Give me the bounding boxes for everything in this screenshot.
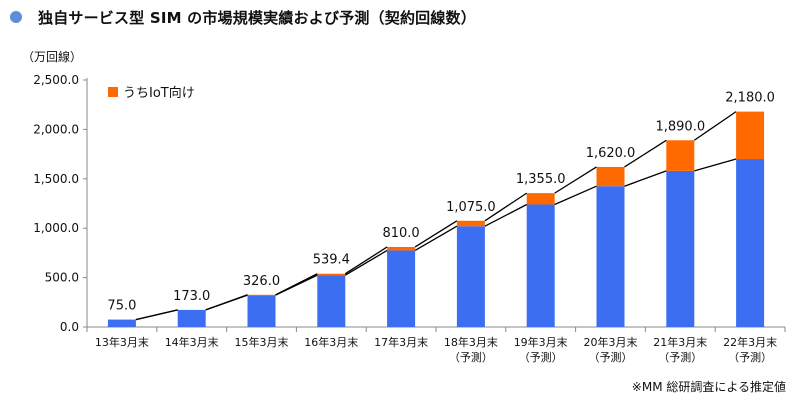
legend-label-iot: うちIoT向け [123,86,195,101]
x-tick-label: 19年3月末 [514,335,568,349]
x-tick-sublabel: （予測） [589,350,633,364]
bar-iot-segment [526,193,555,205]
bar-base-segment [107,319,136,327]
x-tick-label: 15年3月末 [235,335,289,349]
base-connector-line [554,185,597,206]
bar-iot-segment [666,140,695,171]
bar-base-segment [456,226,485,327]
y-axis-unit-label: （万回線） [22,50,83,64]
x-tick-sublabel: （予測） [658,350,702,364]
bar-base-segment [736,159,765,327]
total-connector-line [484,192,528,222]
total-value-label: 1,355.0 [516,172,566,187]
bar-iot-segment [736,111,765,160]
x-tick-label: 20年3月末 [584,335,638,349]
y-tick-label: 2,000.0 [33,122,79,136]
bar-base-segment [247,295,276,327]
bullet-dot-icon [10,11,22,23]
total-value-label: 810.0 [382,226,419,241]
chart-title: 独自サービス型 SIM の市場規模実績および予測（契約回線数） [38,8,476,27]
base-connector-line [484,203,527,227]
legend: うちIoT向け [108,82,195,101]
total-value-label: 173.0 [173,289,210,304]
bar-iot-segment [596,166,625,187]
total-value-label: 75.0 [107,299,136,314]
base-connector-line [275,274,318,296]
source-note: ※MM 総研調査による推定値 [631,380,786,394]
base-connector-line [624,170,667,187]
total-value-label: 2,180.0 [725,91,775,106]
base-connector-line [344,249,388,276]
x-tick-label: 17年3月末 [374,335,428,349]
y-tick-label: 500.0 [45,271,79,285]
x-tick-label: 16年3月末 [304,335,358,349]
bar-base-segment [177,309,206,327]
x-tick-label: 14年3月末 [165,335,219,349]
bar-iot-segment [387,246,416,251]
x-tick-sublabel: （予測） [728,350,772,364]
total-connector-line [344,246,388,275]
base-connector-line [135,309,178,321]
total-value-label: 1,620.0 [586,146,636,161]
total-value-label: 539.4 [313,253,350,268]
x-tick-label: 18年3月末 [444,335,498,349]
total-connector-line [414,220,458,248]
base-connector-line [694,158,737,172]
bar-iot-segment [317,273,346,276]
base-connector-line [205,294,248,311]
total-value-label: 1,890.0 [655,119,705,134]
legend-swatch-iot [108,86,118,97]
bar-base-segment [387,250,416,327]
y-tick-label: 1,000.0 [33,221,79,235]
y-tick-label: 2,500.0 [33,73,79,87]
total-connector-line [693,111,737,141]
bar-base-segment [317,275,346,327]
bar-base-segment [666,170,695,327]
total-value-label: 1,075.0 [446,200,496,215]
base-connector-line [414,225,458,251]
x-tick-sublabel: （予測） [449,350,493,364]
total-connector-line [554,166,597,194]
x-tick-label: 13年3月末 [95,335,149,349]
bar-base-segment [596,186,625,327]
total-connector-line [624,139,667,168]
x-tick-sublabel: （予測） [519,350,563,364]
x-tick-label: 22年3月末 [723,335,777,349]
y-tick-label: 0.0 [60,320,79,334]
total-value-label: 326.0 [243,274,280,289]
title-row: 独自サービス型 SIM の市場規模実績および予測（契約回線数） [10,3,476,31]
bar-iot-segment [456,220,485,227]
y-tick-label: 1,500.0 [33,172,79,186]
bar-base-segment [526,204,555,327]
x-tick-label: 21年3月末 [653,335,707,349]
